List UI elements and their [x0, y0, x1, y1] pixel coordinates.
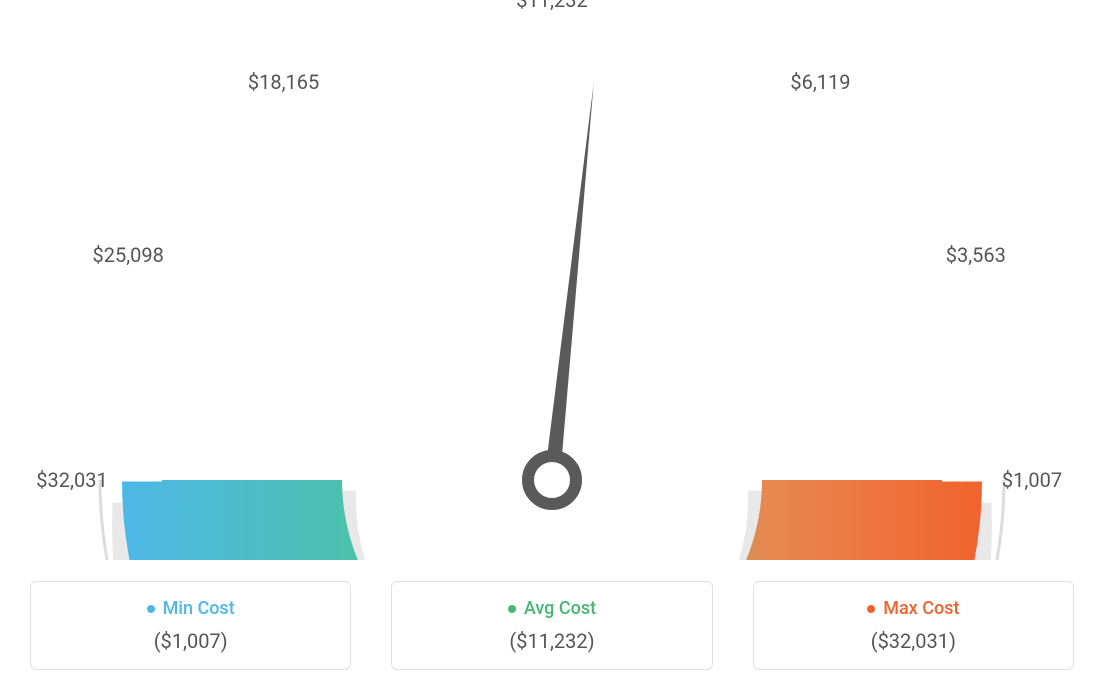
legend-value-avg: ($11,232)	[509, 629, 594, 653]
legend-label-avg: Avg Cost	[524, 598, 596, 619]
legend-value-max: ($32,031)	[871, 629, 956, 653]
legend-label-min: Min Cost	[163, 598, 235, 619]
gauge-tick-label: $3,563	[946, 243, 1006, 267]
legend-card-avg: Avg Cost ($11,232)	[391, 581, 712, 670]
gauge-tick-label: $32,031	[36, 468, 107, 492]
legend-title-avg: Avg Cost	[508, 598, 596, 619]
legend-title-max: Max Cost	[867, 598, 959, 619]
gauge-tick-label: $18,165	[248, 70, 319, 94]
gauge-tick-label: $25,098	[92, 243, 163, 267]
gauge-tick-label: $1,007	[1002, 468, 1062, 492]
gauge-svg	[0, 0, 1104, 560]
gauge-tick-label: $6,119	[790, 70, 850, 94]
legend-title-min: Min Cost	[147, 598, 235, 619]
legend-dot-max	[867, 605, 875, 613]
gauge-tick-label: $11,232	[516, 0, 587, 12]
legend-dot-avg	[508, 605, 516, 613]
legend-dot-min	[147, 605, 155, 613]
legend-card-max: Max Cost ($32,031)	[753, 581, 1074, 670]
legend-label-max: Max Cost	[883, 598, 959, 619]
gauge-chart: $1,007 $3,563 $6,119 $11,232 $18,165 $25,098 $…	[0, 0, 1104, 560]
legend-card-min: Min Cost ($1,007)	[30, 581, 351, 670]
legend: Min Cost ($1,007) Avg Cost ($11,232) Max…	[0, 581, 1104, 670]
legend-value-min: ($1,007)	[154, 629, 228, 653]
